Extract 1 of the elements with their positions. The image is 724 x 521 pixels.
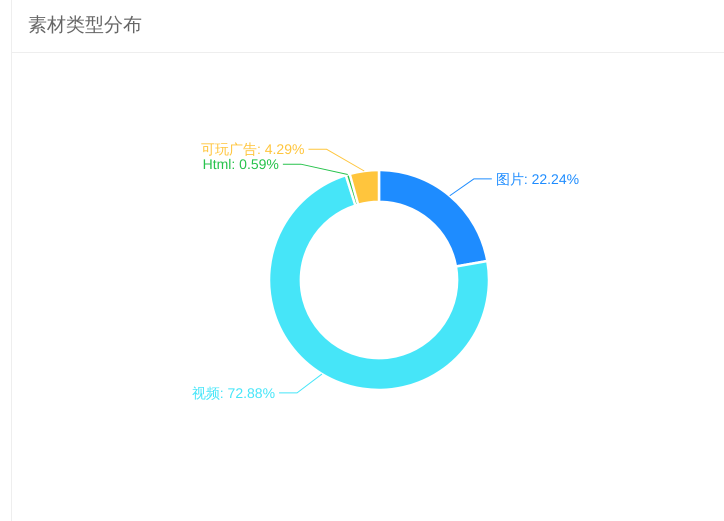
title: 素材类型分布 xyxy=(28,14,142,38)
